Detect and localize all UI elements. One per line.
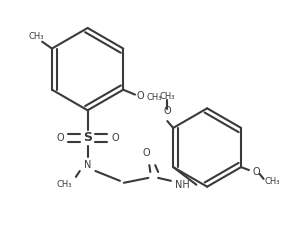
Text: O: O <box>111 133 119 143</box>
Text: O: O <box>164 106 171 116</box>
Text: CH₃: CH₃ <box>29 32 44 41</box>
Text: S: S <box>83 131 92 144</box>
Text: O: O <box>143 148 150 158</box>
Text: CH₃: CH₃ <box>265 177 280 186</box>
Text: O: O <box>137 91 145 101</box>
Text: N: N <box>84 160 91 170</box>
Text: CH₃: CH₃ <box>160 92 175 101</box>
Text: NH: NH <box>175 180 190 190</box>
Text: CH₃: CH₃ <box>56 180 72 189</box>
Text: CH₃: CH₃ <box>147 93 162 102</box>
Text: O: O <box>56 133 64 143</box>
Text: O: O <box>253 167 260 177</box>
